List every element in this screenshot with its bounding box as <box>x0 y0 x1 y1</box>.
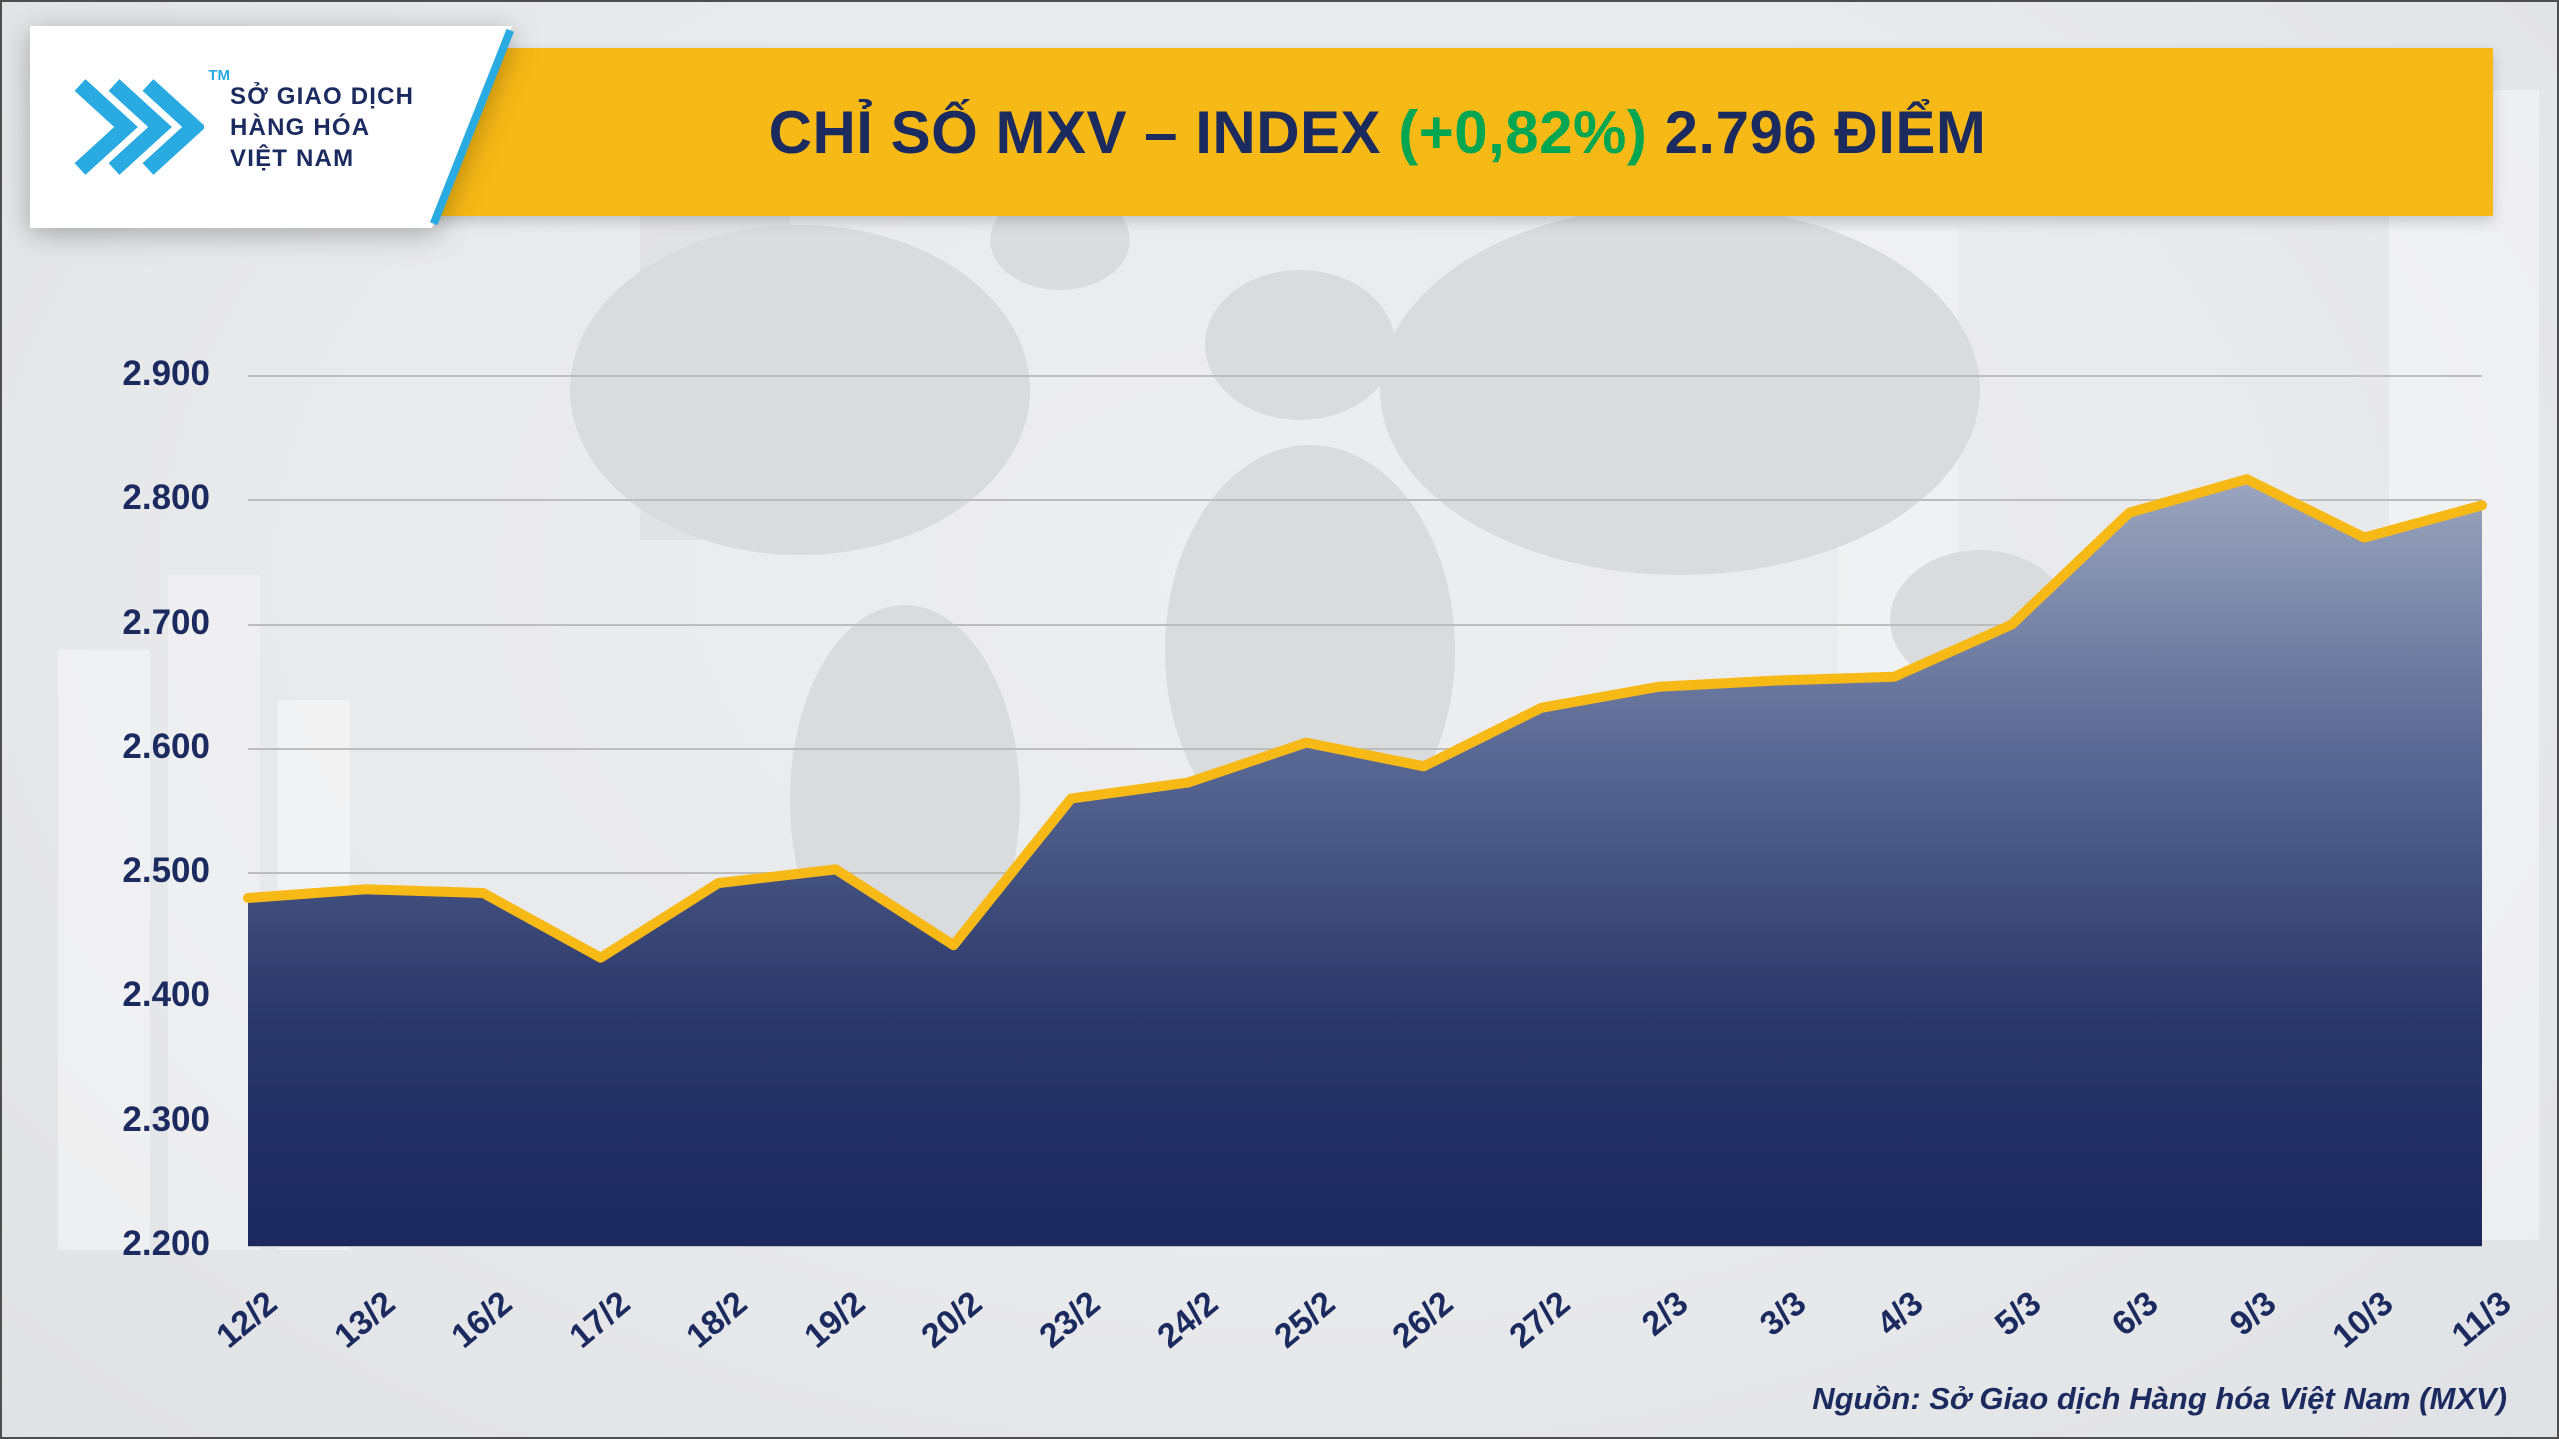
logo-text-line: HÀNG HÓA <box>230 113 371 141</box>
grid-line <box>248 747 2482 750</box>
mxv-logo: TM SỞ GIAO DỊCH HÀNG HÓA VIỆT NAM <box>30 26 515 228</box>
y-axis-label: 2.200 <box>122 1224 210 1263</box>
grid-line <box>248 375 2482 377</box>
title-banner: CHỈ SỐ MXV – INDEX (+0,82%) 2.796 ĐIỂM <box>432 48 2493 216</box>
title-value: 2.796 ĐIỂM <box>1664 98 1987 166</box>
y-axis-label: 2.800 <box>122 478 210 518</box>
grid-line <box>248 1245 2482 1247</box>
y-axis-label: 2.400 <box>122 975 210 1015</box>
grid-line <box>248 623 2482 626</box>
logo-text-line: VIỆT NAM <box>230 144 355 172</box>
y-axis-label: 2.900 <box>122 354 210 393</box>
y-axis-label: 2.300 <box>122 1099 210 1139</box>
background-bar <box>168 575 260 1250</box>
background-bar <box>58 650 150 1250</box>
title-main: CHỈ SỐ MXV – INDEX <box>768 98 1382 166</box>
area-fill <box>248 479 2482 1246</box>
source-note: Nguồn: Sở Giao dịch Hàng hóa Việt Nam (M… <box>1812 1381 2507 1416</box>
grid-line <box>248 499 2482 502</box>
logo-text: SỞ GIAO DỊCH HÀNG HÓA VIỆT NAM <box>230 81 414 174</box>
y-axis-label: 2.600 <box>122 726 210 766</box>
chevrons-icon <box>70 77 204 177</box>
title-change-badge: (+0,82%) <box>1398 98 1648 166</box>
index-line <box>243 474 2487 963</box>
y-axis-label: 2.700 <box>122 602 210 642</box>
logo-text-line: SỞ GIAO DỊCH <box>230 82 415 110</box>
mxv-index-area-chart <box>243 474 2487 1246</box>
trademark-label: TM <box>208 67 230 84</box>
logo-plate: TM SỞ GIAO DỊCH HÀNG HÓA VIỆT NAM <box>30 26 512 228</box>
mxv-logo-mark: TM <box>70 77 204 177</box>
chart-title: CHỈ SỐ MXV – INDEX (+0,82%) 2.796 ĐIỂM <box>769 98 1987 167</box>
y-axis-label: 2.500 <box>122 851 210 891</box>
